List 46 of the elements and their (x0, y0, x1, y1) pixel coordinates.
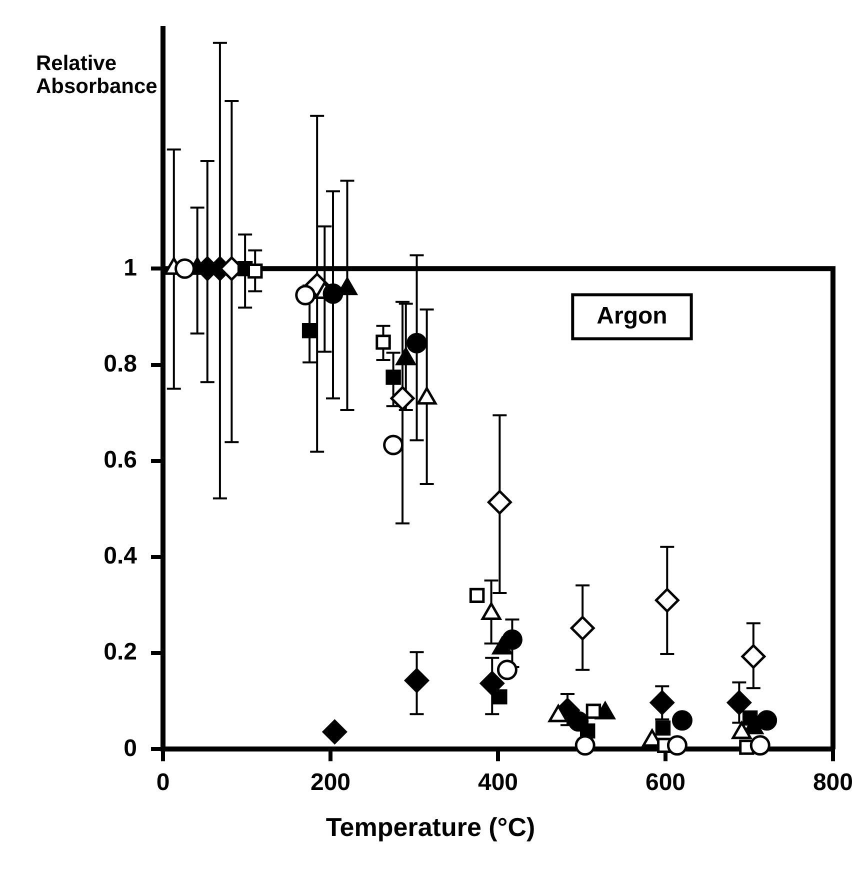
point (570, 616, 595, 640)
point (174, 258, 196, 279)
y-axis-title: Relative Absorbance (36, 52, 158, 98)
point (487, 490, 512, 514)
point (502, 629, 522, 650)
point (390, 386, 415, 411)
point (756, 710, 778, 731)
point (574, 735, 596, 756)
point (492, 689, 508, 704)
x-tick-label: 400 (478, 769, 518, 796)
point (322, 283, 344, 304)
y-tick-label: 1 (124, 254, 137, 282)
point (404, 668, 430, 693)
x-tick-label: 200 (310, 769, 351, 796)
x-tick-label: 0 (156, 769, 170, 796)
point (654, 588, 680, 612)
y-tick-label: 0 (124, 734, 137, 762)
point (586, 704, 602, 719)
y-tick-label: 0.8 (104, 350, 137, 378)
y-tick-label: 0.4 (104, 542, 138, 570)
point (295, 284, 316, 306)
point (666, 735, 688, 756)
point (741, 644, 766, 669)
point (386, 370, 401, 385)
point (248, 263, 263, 279)
point (655, 720, 671, 736)
point (496, 660, 518, 680)
point (376, 334, 391, 350)
point (406, 332, 428, 354)
point (750, 735, 770, 756)
point (469, 588, 485, 604)
point (322, 720, 347, 744)
point (568, 711, 589, 732)
annotation: Argon (596, 302, 668, 330)
y-tick-label: 0.6 (104, 446, 137, 474)
x-tick-label: 600 (645, 769, 686, 796)
point (302, 323, 318, 338)
point (480, 671, 504, 696)
point (742, 710, 758, 726)
x-tick-label: 800 (812, 769, 853, 796)
point (672, 710, 692, 731)
x-axis-title: Temperature (°C) (324, 812, 536, 843)
point (383, 434, 404, 456)
point (726, 690, 752, 715)
y-tick-label: 0.2 (104, 638, 137, 666)
point (650, 690, 674, 715)
